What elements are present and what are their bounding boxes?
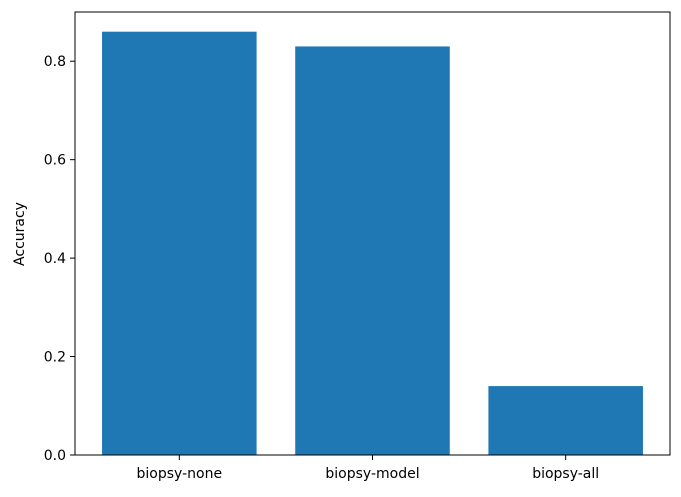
- y-tick-label: 0.0: [44, 448, 66, 464]
- y-axis-label: Accuracy: [12, 202, 28, 266]
- y-tick-label: 0.8: [44, 54, 66, 70]
- x-tick-label: biopsy-all: [532, 466, 599, 482]
- bar-biopsy-all: [488, 386, 643, 455]
- x-tick-label: biopsy-model: [325, 466, 419, 482]
- plot-frame: [74, 11, 671, 456]
- y-tick-label: 0.2: [44, 350, 66, 366]
- bars-group: [102, 31, 643, 455]
- x-axis-ticks: biopsy-none biopsy-model biopsy-all: [137, 455, 599, 482]
- x-tick-label: biopsy-none: [137, 466, 223, 482]
- bar-biopsy-model: [295, 46, 450, 455]
- bar-biopsy-none: [102, 31, 257, 455]
- y-axis-ticks: 0.0 0.2 0.4 0.6 0.8: [44, 54, 75, 464]
- y-tick-label: 0.4: [44, 251, 66, 267]
- y-tick-label: 0.6: [44, 153, 66, 169]
